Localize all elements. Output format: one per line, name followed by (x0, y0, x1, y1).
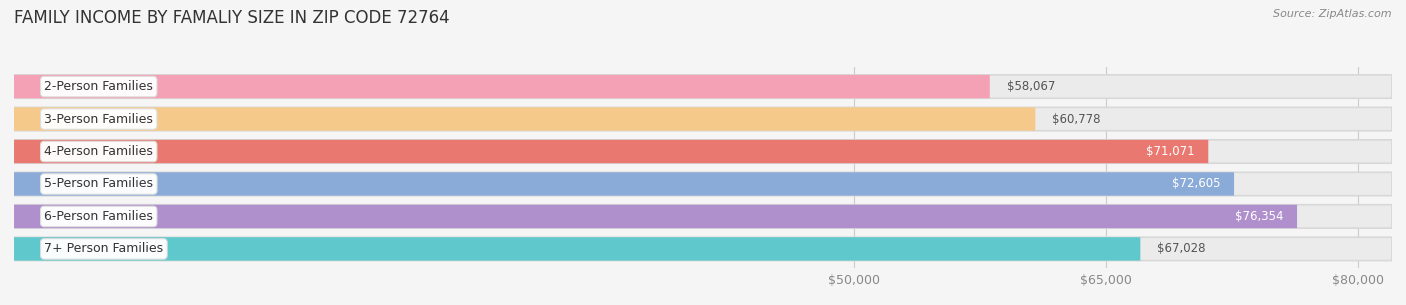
Text: FAMILY INCOME BY FAMALIY SIZE IN ZIP CODE 72764: FAMILY INCOME BY FAMALIY SIZE IN ZIP COD… (14, 9, 450, 27)
Text: Source: ZipAtlas.com: Source: ZipAtlas.com (1274, 9, 1392, 19)
Text: $60,778: $60,778 (1052, 113, 1101, 126)
FancyBboxPatch shape (14, 172, 1392, 196)
Text: 4-Person Families: 4-Person Families (45, 145, 153, 158)
FancyBboxPatch shape (14, 140, 1392, 163)
Text: 3-Person Families: 3-Person Families (45, 113, 153, 126)
Text: 6-Person Families: 6-Person Families (45, 210, 153, 223)
FancyBboxPatch shape (14, 140, 1208, 163)
FancyBboxPatch shape (14, 237, 1140, 260)
FancyBboxPatch shape (14, 75, 990, 98)
Text: 5-Person Families: 5-Person Families (45, 178, 153, 191)
FancyBboxPatch shape (14, 107, 1035, 131)
FancyBboxPatch shape (14, 205, 1392, 228)
Text: $72,605: $72,605 (1173, 178, 1220, 191)
FancyBboxPatch shape (14, 75, 1392, 98)
FancyBboxPatch shape (14, 172, 1234, 196)
Text: 2-Person Families: 2-Person Families (45, 80, 153, 93)
FancyBboxPatch shape (14, 107, 1392, 131)
Text: $76,354: $76,354 (1234, 210, 1284, 223)
Text: $67,028: $67,028 (1157, 242, 1206, 255)
Text: $58,067: $58,067 (1007, 80, 1054, 93)
FancyBboxPatch shape (14, 237, 1392, 260)
Text: 7+ Person Families: 7+ Person Families (45, 242, 163, 255)
FancyBboxPatch shape (14, 205, 1298, 228)
Text: $71,071: $71,071 (1146, 145, 1195, 158)
